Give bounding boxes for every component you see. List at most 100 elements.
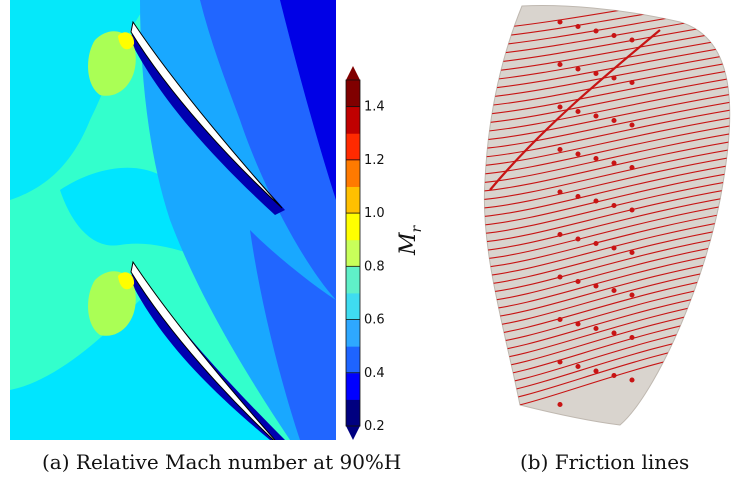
friction-line — [484, 202, 730, 261]
friction-line — [484, 115, 730, 167]
caption-panel-b: (b) Friction lines — [520, 450, 690, 474]
colorbar-swatch — [346, 106, 360, 134]
friction-line — [484, 60, 730, 108]
friction-line-marker — [557, 61, 563, 68]
colorbar: 1.4 1.2 1.0 0.8 0.6 0.4 0.2 Mr — [345, 66, 425, 440]
friction-line-marker — [611, 75, 617, 81]
friction-line — [484, 194, 730, 252]
colorbar-swatch — [346, 399, 360, 427]
friction-line-marker — [629, 377, 635, 383]
dark-blue-region — [280, 0, 336, 200]
colorbar-swatches — [346, 80, 360, 427]
friction-lines-plot — [483, 5, 731, 426]
friction-line — [484, 92, 730, 142]
friction-line-marker — [629, 79, 635, 86]
peak-upper — [118, 32, 135, 50]
friction-line-marker — [575, 151, 581, 157]
colorbar-label: Mr — [396, 224, 425, 256]
deep-blue-lower — [250, 230, 336, 440]
friction-lines — [484, 5, 730, 414]
friction-line — [484, 171, 730, 227]
colorbar-max-arrow — [346, 66, 360, 80]
friction-line-marker — [611, 117, 617, 124]
colorbar-swatch — [346, 319, 360, 347]
friction-line-marker — [629, 292, 635, 298]
friction-line — [484, 107, 730, 159]
colorbar-swatch — [346, 239, 360, 267]
separation-line — [489, 29, 661, 191]
friction-line — [484, 234, 730, 295]
friction-line — [484, 210, 730, 269]
contour-field — [10, 0, 336, 440]
friction-line — [484, 131, 730, 184]
friction-line — [484, 139, 730, 193]
friction-line — [484, 186, 730, 244]
friction-line-marker — [593, 28, 599, 34]
colorbar-swatch — [346, 292, 360, 321]
friction-line-marker — [611, 287, 617, 294]
colorbar-tick-label: 0.8 — [364, 259, 385, 274]
colorbar-swatch — [346, 372, 360, 400]
friction-line — [484, 52, 730, 99]
friction-line-marker — [575, 108, 581, 115]
colorbar-min-arrow — [346, 426, 360, 440]
friction-line — [484, 28, 730, 74]
friction-line-marker — [593, 70, 599, 77]
friction-line — [484, 218, 730, 278]
friction-line-marker — [575, 66, 581, 72]
friction-line-marker — [575, 363, 581, 370]
friction-line-marker — [575, 23, 581, 30]
friction-line — [484, 163, 730, 218]
friction-line — [484, 147, 730, 201]
friction-line-marker — [611, 160, 617, 166]
friction-line — [484, 179, 730, 235]
colorbar-tick-label: 1.2 — [364, 153, 385, 168]
friction-line — [484, 258, 730, 320]
colorbar-tick-label: 0.2 — [364, 419, 385, 434]
friction-line-marker — [593, 325, 599, 332]
friction-line-marker — [629, 122, 635, 128]
friction-line — [484, 123, 730, 176]
friction-line — [484, 155, 730, 210]
friction-line — [484, 36, 730, 82]
friction-line-marker — [611, 330, 617, 336]
friction-line-marker — [557, 401, 563, 408]
friction-line — [484, 226, 730, 286]
colorbar-ticks: 1.4 1.2 1.0 0.8 0.6 0.4 0.2 — [346, 100, 385, 434]
friction-line-marker — [629, 37, 635, 43]
friction-line — [484, 76, 730, 125]
colorbar-tick-label: 1.0 — [364, 206, 385, 221]
blade-upper — [130, 20, 283, 209]
blade-lower — [130, 260, 276, 440]
friction-line — [484, 242, 730, 303]
friction-line — [484, 68, 730, 116]
friction-line-marker — [593, 368, 599, 374]
colorbar-tick-label: 0.4 — [364, 366, 385, 381]
colorbar-swatch — [346, 80, 360, 108]
cyan-region-lower — [10, 300, 270, 440]
friction-line-marker — [557, 146, 563, 153]
friction-line-marker — [593, 155, 599, 162]
caption-panel-a: (a) Relative Mach number at 90%H — [42, 450, 402, 474]
friction-line — [484, 265, 730, 329]
friction-line — [484, 250, 730, 312]
friction-line-marker — [593, 113, 599, 119]
colorbar-swatch — [346, 186, 360, 214]
friction-line-marker — [611, 32, 617, 39]
friction-line-marker — [557, 104, 563, 110]
colorbar-swatch — [346, 346, 360, 374]
colorbar-swatch — [346, 213, 360, 241]
friction-line-marker — [629, 249, 635, 256]
friction-line — [484, 100, 730, 150]
peak-lower — [118, 272, 135, 290]
colorbar-tick-label: 1.4 — [364, 100, 385, 115]
colorbar-swatch — [346, 133, 360, 161]
friction-line — [484, 44, 730, 91]
colorbar-swatch — [346, 266, 360, 294]
colorbar-tick-label: 0.6 — [364, 313, 385, 328]
friction-line-marker — [557, 19, 563, 25]
colorbar-swatch — [346, 159, 360, 187]
friction-line — [484, 84, 730, 133]
